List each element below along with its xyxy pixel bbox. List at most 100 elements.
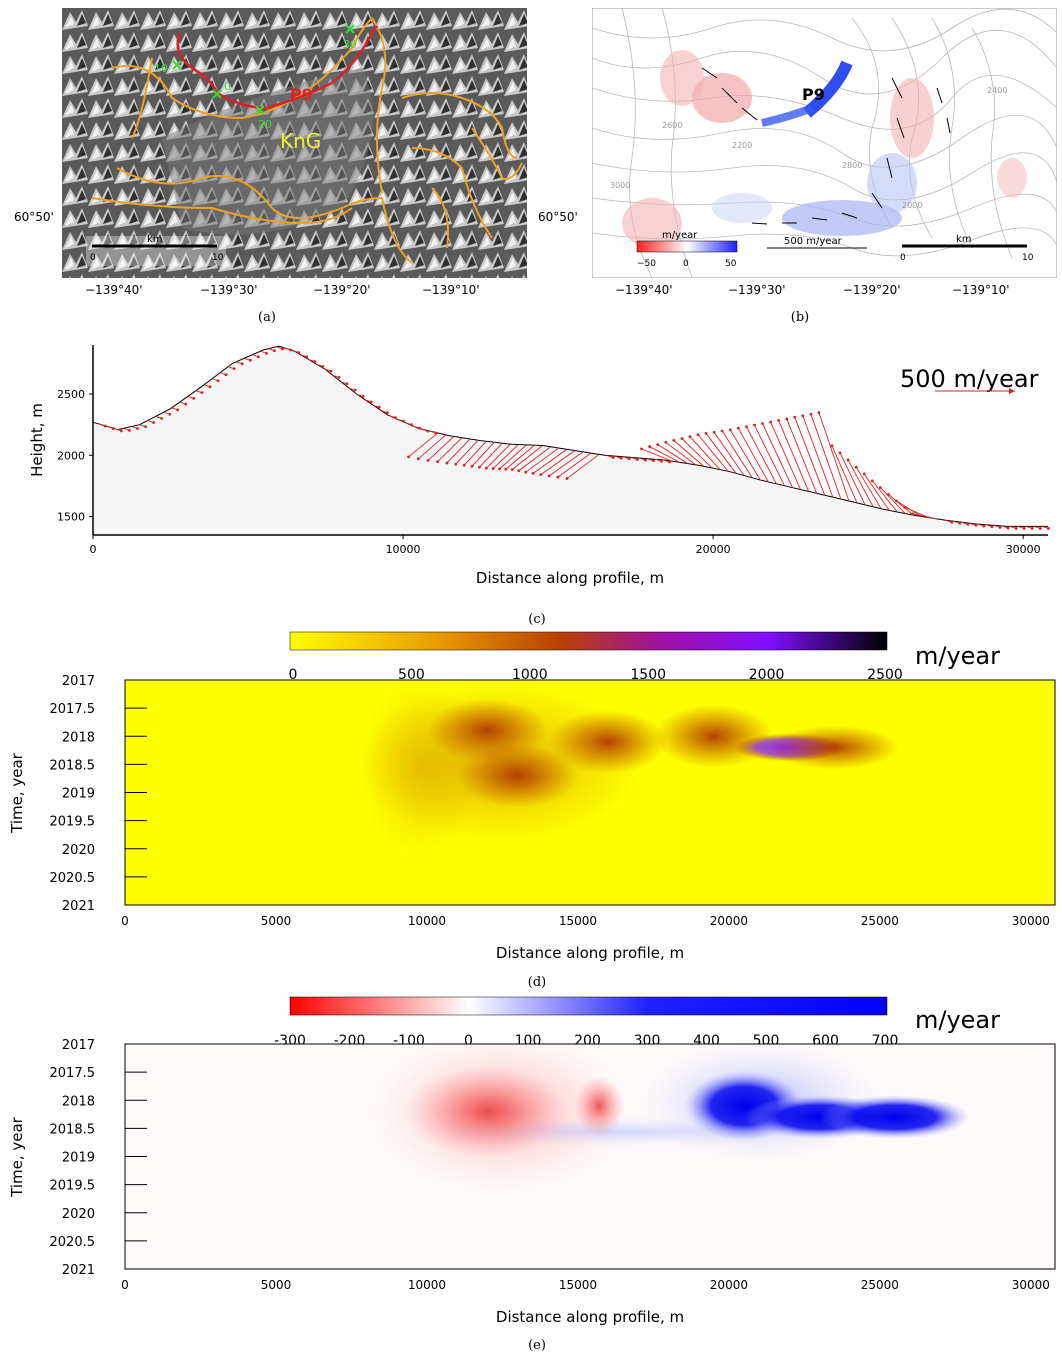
velocity-vector <box>486 443 511 469</box>
profile-chart: 0 10000 20000 30000 1500 2000 2500 Distance al… <box>28 345 1050 587</box>
vector-tip <box>539 473 543 477</box>
scale-start: 0 <box>90 253 96 263</box>
x-tick-label: 0 <box>121 914 129 928</box>
velocity-vector <box>437 437 463 462</box>
latitude-label: 60°50' <box>14 210 54 224</box>
caption-a: (a) <box>258 310 276 325</box>
vector-tip <box>216 379 220 383</box>
vector-tip <box>192 396 196 400</box>
scale-unit: km <box>147 234 163 245</box>
vector-tip <box>445 461 449 465</box>
contour-label: 2000 <box>902 201 922 210</box>
vector-tip <box>524 470 528 474</box>
velocity-vector <box>548 451 584 477</box>
y-tick-label: 2019.5 <box>50 1179 96 1194</box>
velocity-arrows <box>701 67 951 225</box>
x-axis-label: Distance along profile, m <box>476 569 664 587</box>
vector-tip <box>854 465 858 469</box>
velocity-vector <box>904 506 930 519</box>
vector-scale-arrowhead <box>1009 388 1015 394</box>
colorbar <box>289 996 888 1016</box>
vector-tip <box>966 522 970 526</box>
km-marker-label: 20 <box>258 118 272 131</box>
heatmap-feature <box>548 709 669 774</box>
y-tick-label: 2500 <box>57 388 85 401</box>
y-tick-label: 2017.5 <box>50 1066 96 1081</box>
y-tick-label: 2021 <box>62 1263 95 1278</box>
colorbar <box>289 631 888 651</box>
velocity-vector <box>681 438 713 469</box>
velocity-vector <box>778 420 810 492</box>
velocity-vector <box>745 426 777 485</box>
y-axis-label: Height, m <box>28 403 46 477</box>
scale-start: 0 <box>900 253 906 263</box>
y-tick-label: 2019 <box>62 787 95 802</box>
vector-tip <box>208 385 212 389</box>
y-tick-label: 2018.5 <box>50 758 96 773</box>
velocity-vector <box>418 434 447 460</box>
colorbar-tick-label: 0 <box>464 1033 473 1049</box>
colorbar-tick-label: 1500 <box>630 667 666 683</box>
colorbar-tick-label: 500 <box>398 667 425 683</box>
vector-tip <box>712 430 716 434</box>
y-axis-label: Time, year <box>8 752 26 834</box>
vector-tip <box>887 492 890 496</box>
colorbar-tick-label: 1000 <box>512 667 548 683</box>
velocity-vector <box>532 448 568 474</box>
vector-tip <box>160 416 164 420</box>
heatmap-feature <box>457 743 578 808</box>
caption-b: (b) <box>790 310 810 325</box>
velocity-vector <box>665 441 697 466</box>
lon-tick: −139°30' <box>200 283 258 297</box>
y-tick-label: 2018 <box>62 1094 95 1109</box>
vector-tip <box>232 367 236 371</box>
vector-tip <box>1006 526 1010 530</box>
vector-tip <box>704 432 708 435</box>
vector-tip <box>240 362 244 366</box>
arrow-scale-label: 500 m/year <box>784 236 843 247</box>
vector-tip <box>200 391 204 395</box>
x-tick-label: 30000 <box>1012 1278 1050 1292</box>
vector-tip <box>504 467 508 471</box>
velocity-vector <box>770 421 801 490</box>
vector-tip <box>696 433 700 437</box>
contour-label: 3000 <box>610 181 630 190</box>
vector-tip <box>656 443 660 446</box>
vector-tip <box>720 429 724 433</box>
vector-tip <box>329 369 333 373</box>
vector-tip <box>426 458 430 462</box>
y-tick-label: 1500 <box>57 511 85 524</box>
velocity-vector <box>839 452 866 506</box>
velocity-vector <box>492 444 519 469</box>
glacier-label: KnG <box>280 129 321 153</box>
vector-scale-label: 500 m/year <box>900 365 1039 393</box>
velocity-vector <box>831 445 858 504</box>
vector-tip <box>611 456 615 459</box>
x-tick-label: 20000 <box>696 543 731 556</box>
heatmap-feature <box>819 1095 970 1140</box>
vector-tip <box>736 426 740 430</box>
vector-tip <box>817 411 821 415</box>
vector-tip <box>1038 527 1042 530</box>
vector-tip <box>801 414 805 418</box>
x-tick-label: 20000 <box>710 1278 748 1292</box>
x-tick-label: 10000 <box>408 914 446 928</box>
velocity-vector <box>863 473 890 511</box>
km-marker-label: 30 <box>343 38 357 51</box>
y-tick-label: 2000 <box>57 449 85 462</box>
vector-tip <box>517 469 521 473</box>
vector-tip <box>688 435 692 439</box>
vector-tip <box>635 458 639 461</box>
vector-tip <box>152 421 155 424</box>
vector-tip <box>672 438 676 442</box>
vector-tip <box>660 459 663 463</box>
vector-tip <box>111 427 115 430</box>
vector-tip <box>144 425 147 429</box>
vector-tip <box>838 451 842 455</box>
velocity-vector <box>649 446 680 463</box>
x-tick-label: 10000 <box>408 1278 446 1292</box>
vector-tip <box>911 512 915 516</box>
velocity-vector <box>427 436 455 461</box>
caption-e: (e) <box>528 1338 546 1353</box>
x-tick-label: 30000 <box>1006 543 1041 556</box>
